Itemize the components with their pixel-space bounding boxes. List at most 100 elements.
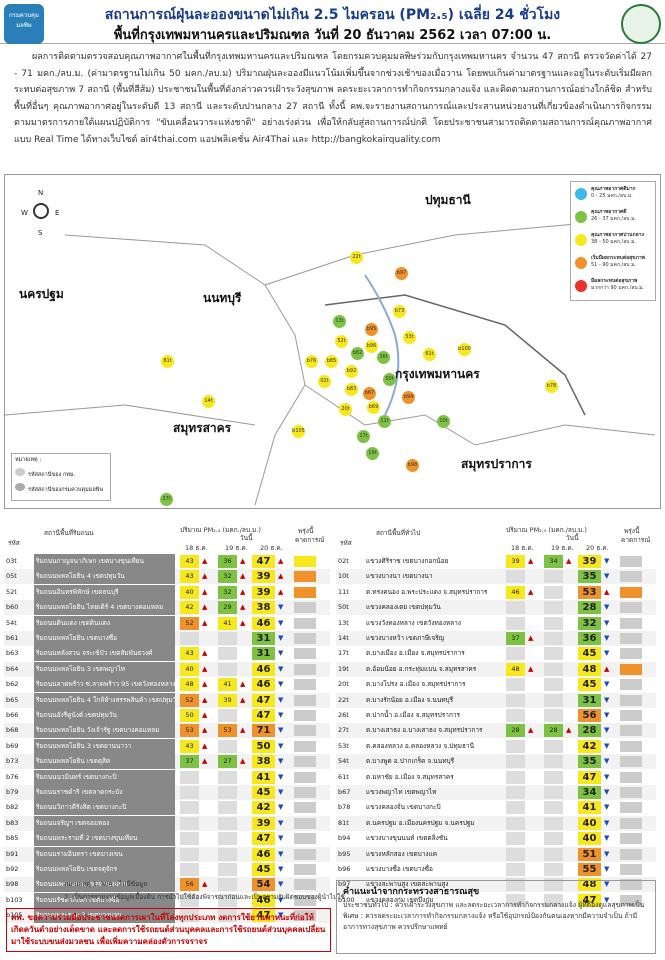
table-row: 26t ต.ปากน้ำ อ.เมือง จ.สมุทรปราการ 56 ▼ bbox=[336, 708, 656, 723]
trend-icon: ▼ bbox=[604, 726, 610, 735]
code-cell: 03t bbox=[6, 557, 17, 565]
trend-icon: ▲ bbox=[278, 587, 284, 596]
trend-up-icon: ▲ bbox=[528, 587, 534, 596]
name-cell: ริมถนนกาญจนาภิเษก เขตบางขุนเทียน bbox=[34, 554, 175, 569]
map-station-81t: 81t bbox=[161, 355, 174, 368]
trend-icon: ▼ bbox=[604, 680, 610, 689]
value-18: 43 bbox=[180, 570, 199, 584]
value-19 bbox=[544, 647, 563, 661]
value-19 bbox=[544, 632, 563, 645]
name-cell: ต.ปากน้ำ อ.เมือง จ.สมุทรปราการ bbox=[366, 711, 461, 719]
name-cell: ริมถนนอังรีดูนังต์ เขตปทุมวัน bbox=[34, 708, 175, 723]
trend-icon: ▼ bbox=[604, 634, 610, 642]
legend-item: คุณภาพอากาศดีมาก 0 - 25 มคก./ลบ.ม. bbox=[575, 186, 655, 214]
trend-icon: ▼ bbox=[604, 603, 610, 612]
trend-up-icon: ▲ bbox=[240, 557, 246, 565]
value-19 bbox=[544, 878, 563, 892]
table-row: b64 ริมถนนพหลโยธิน 3 เขตพญาไท 40 ▲ 46 ▼ bbox=[4, 661, 330, 677]
name-cell: แขวงหลักสอง เขตบางแค bbox=[366, 849, 438, 858]
value-18: 28 bbox=[506, 724, 525, 738]
value-20: 54 bbox=[252, 878, 275, 892]
table-row: 61t ต.มหาชัย อ.เมือง จ.สมุทรสาคร 47 ▼ bbox=[336, 769, 656, 785]
header-d18: 18 ธ.ค. bbox=[185, 544, 208, 552]
legend-swatch bbox=[575, 188, 587, 200]
forecast-swatch bbox=[294, 602, 316, 614]
table-row: 19t ต.อ้อมน้อย อ.กระทุ่มแบน จ.สมุทรสาคร 48… bbox=[336, 661, 656, 677]
value-18: 43 bbox=[180, 647, 199, 661]
forecast-swatch bbox=[294, 864, 316, 875]
value-18 bbox=[506, 755, 525, 769]
code-cell: b94 bbox=[338, 834, 351, 843]
code-cell: b92 bbox=[6, 865, 19, 873]
table-row: b94 แขวงบางขุนนนท์ เขตตลิ่งชัน 40 ▼ bbox=[336, 831, 656, 847]
value-18 bbox=[180, 909, 199, 923]
trend-up-icon: ▲ bbox=[202, 880, 208, 889]
name-cell: ริมถนนพหลโยธิน วังเจ้ารัฐ เขตบางคอแหลม bbox=[34, 723, 175, 739]
value-20: 28 bbox=[578, 601, 601, 615]
map-station-19t: 19t bbox=[366, 447, 379, 460]
value-20: 51 bbox=[578, 847, 601, 861]
value-19 bbox=[544, 616, 563, 630]
legend-item: คุณภาพอากาศปานกลาง 38 - 50 มคก./ลบ.ม. bbox=[575, 232, 655, 260]
forecast-swatch bbox=[294, 633, 316, 644]
trend-icon: ▼ bbox=[278, 634, 284, 642]
trend-icon: ▼ bbox=[278, 695, 284, 704]
forecast-swatch bbox=[294, 679, 316, 691]
name-cell: ริมถนนพหลโยธิน 4 เขตปทุมวัน bbox=[34, 569, 175, 585]
value-18 bbox=[506, 816, 525, 830]
trend-up-icon: ▲ bbox=[240, 695, 246, 704]
value-18: 43 bbox=[180, 739, 199, 753]
trend-up-icon: ▲ bbox=[566, 726, 572, 735]
table-row: 10t แขวงบางนา เขตบางนา 35 ▼ bbox=[336, 569, 656, 585]
name-cell: แขวงศิริราช เขตบางกอกน้อย bbox=[366, 557, 449, 565]
value-20: 47 bbox=[252, 693, 275, 707]
code-cell: b60 bbox=[6, 603, 19, 612]
trend-icon: ▼ bbox=[278, 711, 284, 719]
value-19 bbox=[218, 662, 237, 676]
value-20: 45 bbox=[578, 678, 601, 692]
footnote-1: หมายเหตุ 1. N/A : ไม่มีข้อมูล bbox=[64, 880, 148, 888]
map-station-b69: b69 bbox=[367, 401, 380, 414]
trend-icon: ▼ bbox=[604, 618, 610, 627]
province-label: ปทุมธานี bbox=[425, 193, 471, 207]
forecast-swatch bbox=[294, 740, 316, 752]
trend-icon: ▼ bbox=[604, 757, 610, 766]
table-row: b60 ริมถนนพหลโยธิน ไทยเดิร์ 4 เขตบางคอแหล… bbox=[4, 600, 330, 616]
value-18 bbox=[506, 709, 525, 722]
value-18: 37 bbox=[506, 632, 525, 645]
ministry-seal-icon bbox=[621, 4, 661, 44]
map-station-20t: 20t bbox=[339, 403, 352, 416]
trend-icon: ▼ bbox=[278, 680, 284, 689]
compass-icon: N W E S bbox=[21, 189, 60, 237]
trend-up-icon: ▲ bbox=[202, 572, 208, 581]
page-subtitle: พื้นที่กรุงเทพมหานครและปริมณฑล วันที่ 20… bbox=[113, 28, 552, 43]
code-cell: 53t bbox=[338, 741, 349, 750]
value-20: 42 bbox=[252, 801, 275, 815]
trend-icon: ▼ bbox=[604, 649, 610, 658]
forecast-swatch bbox=[294, 694, 316, 706]
code-cell: 17t bbox=[338, 649, 349, 658]
code-cell: b83 bbox=[6, 818, 19, 827]
map-station-b67: b67 bbox=[363, 387, 376, 400]
trend-icon: ▼ bbox=[604, 818, 610, 827]
forecast-swatch bbox=[620, 879, 642, 891]
forecast-swatch bbox=[620, 648, 642, 660]
value-20: 45 bbox=[252, 786, 275, 799]
forecast-swatch bbox=[294, 556, 316, 567]
table-row: 81t ต.นครปฐม อ.เมืองนครปฐม จ.นครปฐม 40 ▼ bbox=[336, 815, 656, 831]
value-19 bbox=[218, 816, 237, 830]
trend-up-icon: ▲ bbox=[202, 695, 208, 704]
table-row: 27t ต.บางเสาธง อ.บางเสาธง จ.สมุทรปราการ 28… bbox=[336, 723, 656, 739]
value-19: 36 bbox=[218, 555, 237, 568]
value-18 bbox=[180, 847, 199, 861]
value-20: 46 bbox=[252, 893, 275, 907]
value-19 bbox=[218, 847, 237, 861]
name-cell: ริมถนนหลังสวน จระเข้บัว เขตสัมพันธวงศ์ bbox=[34, 646, 175, 662]
trend-icon: ▼ bbox=[278, 741, 284, 750]
code-cell: b100 bbox=[338, 895, 355, 904]
value-18 bbox=[506, 770, 525, 784]
value-20: 47 bbox=[578, 893, 601, 907]
table-row: 54t ริมถนนดินแดง เขตดินแดง 52 ▲ 41 ▲ 46 ▼ bbox=[4, 615, 330, 631]
trend-icon: ▼ bbox=[278, 772, 284, 781]
legend-swatch bbox=[575, 257, 587, 269]
